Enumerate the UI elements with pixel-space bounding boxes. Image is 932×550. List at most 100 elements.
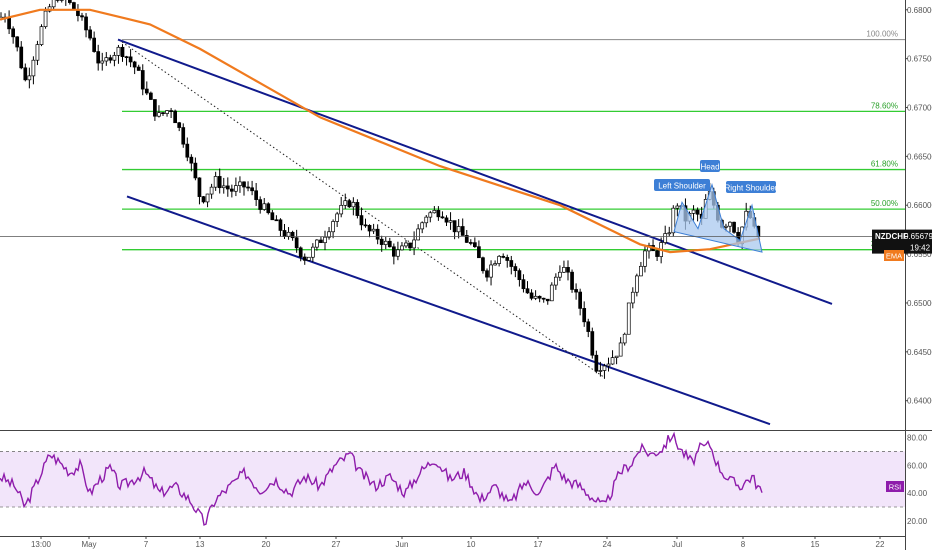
candle	[124, 55, 129, 66]
svg-text:19:42: 19:42	[910, 244, 931, 253]
pattern-label: Left Shoulder	[654, 179, 710, 191]
candle	[335, 211, 339, 227]
candle	[558, 265, 562, 281]
candle	[96, 44, 101, 71]
candle	[586, 318, 591, 338]
candle	[209, 183, 214, 199]
candle	[177, 121, 182, 132]
candle	[315, 239, 319, 251]
candle	[392, 243, 396, 265]
candle	[319, 236, 323, 244]
time-tick-label: 13:00	[31, 540, 52, 549]
candle	[671, 205, 676, 237]
time-tick-label: 7	[144, 540, 149, 549]
candle	[630, 287, 635, 309]
candle	[578, 288, 583, 316]
candle	[383, 236, 388, 250]
candle	[55, 0, 60, 3]
candle	[387, 237, 392, 248]
candle	[379, 235, 384, 252]
candle	[294, 229, 299, 253]
candle	[408, 242, 412, 252]
candle	[140, 64, 145, 96]
candle	[570, 269, 574, 293]
candle	[590, 327, 595, 359]
rsi-band-fill	[0, 451, 905, 507]
candle	[92, 31, 97, 53]
candle	[432, 206, 437, 214]
svg-text:0.65679: 0.65679	[904, 232, 932, 241]
candle	[501, 253, 506, 259]
candle	[193, 157, 198, 181]
candle	[489, 260, 493, 286]
candle	[663, 225, 668, 245]
candle	[634, 273, 639, 297]
candle	[169, 107, 173, 119]
candle	[331, 219, 335, 239]
candle	[359, 207, 364, 231]
candle	[566, 260, 570, 281]
candle	[582, 301, 587, 327]
time-tick-label: 15	[811, 540, 820, 549]
svg-text:Left Shoulder: Left Shoulder	[658, 182, 706, 191]
time-tick-label: 10	[467, 540, 476, 549]
candle	[505, 254, 510, 268]
svg-text:RSI: RSI	[889, 483, 902, 492]
candle	[39, 24, 44, 47]
candle	[266, 202, 271, 215]
candle	[302, 253, 307, 265]
time-tick-label: Jul	[672, 540, 682, 549]
candle	[250, 180, 254, 196]
candle	[452, 220, 457, 240]
candle	[728, 221, 732, 233]
channel-lower-line	[126, 195, 771, 426]
candle	[509, 255, 514, 275]
ema-tag: EMA	[884, 250, 904, 261]
candle	[400, 242, 404, 251]
candle	[695, 207, 700, 222]
ema-line	[0, 8, 761, 254]
candle	[448, 212, 453, 230]
candle	[614, 355, 619, 365]
candle	[667, 226, 672, 237]
candle	[128, 49, 133, 68]
candle	[440, 211, 445, 219]
candle	[80, 12, 84, 21]
candle	[606, 357, 611, 372]
candle	[416, 224, 420, 241]
candle	[35, 40, 40, 66]
rsi-tick-label: 40.00	[907, 489, 928, 498]
candle	[493, 260, 497, 266]
candle	[234, 177, 238, 197]
candle	[100, 52, 105, 71]
candle	[610, 350, 615, 365]
dotted-trend-line	[121, 41, 605, 378]
candle	[468, 239, 473, 246]
candle	[655, 247, 659, 261]
candle	[541, 297, 546, 303]
time-tick-label: 13	[196, 540, 205, 549]
time-tick-label: 20	[262, 540, 271, 549]
candle	[460, 218, 465, 236]
candle	[213, 171, 218, 191]
candle	[274, 215, 279, 222]
time-tick-label: 8	[741, 540, 746, 549]
time-tick-label: May	[81, 540, 96, 549]
candle	[323, 230, 327, 251]
candle	[242, 181, 246, 196]
candle	[529, 289, 534, 301]
candle	[428, 210, 433, 223]
pattern-label: Right Shoulder	[725, 181, 778, 193]
candle	[67, 0, 72, 5]
candle	[254, 182, 258, 206]
time-tick-label: 17	[534, 540, 543, 549]
candle	[424, 215, 429, 228]
candle	[521, 274, 526, 293]
candle	[436, 206, 441, 221]
candle	[165, 110, 169, 117]
candle	[367, 224, 372, 238]
